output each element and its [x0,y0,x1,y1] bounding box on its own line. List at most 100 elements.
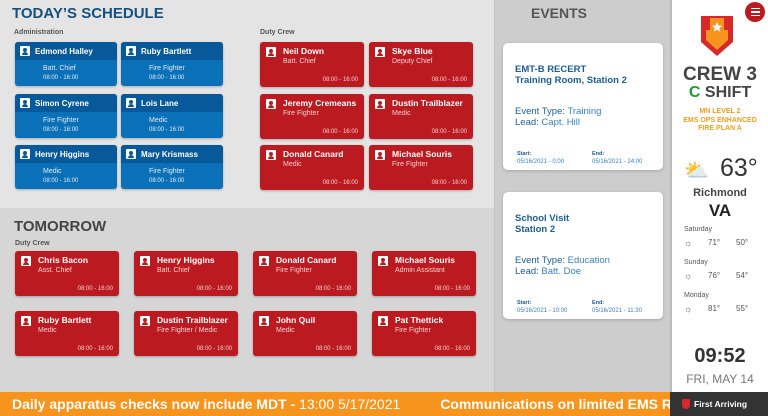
crew-role: Fire Fighter [149,65,185,72]
admin-card[interactable]: Lois Lane Medic 08:00 - 16:00 [121,94,223,138]
crew-shift-time: 08:00 - 16:00 [149,75,185,81]
ticker-message: Communications on limited EMS Re [440,396,670,412]
event-title: School Visit [515,213,570,224]
crew-role: Fire Fighter [149,168,185,175]
forecast-day: Monday ☼ 81° 55° [684,292,764,322]
start-label: Start: [517,151,532,157]
crew-role: Fire Fighter [395,327,431,334]
crew-card[interactable]: Michael Souris Admin Assistant 08:00 - 1… [372,251,476,296]
crew-role: Asst. Chief [38,267,72,274]
crew-card[interactable]: Dustin Trailblazer Fire Fighter / Medic … [134,311,238,356]
crew-card[interactable]: Jeremy Cremeans Fire Fighter 08:00 - 16:… [260,94,364,139]
clock-time: 09:52 [694,345,746,367]
crew-role: Fire Fighter [392,161,428,168]
person-badge-icon [126,149,136,159]
end-label: End: [592,300,605,306]
menu-button[interactable] [745,2,765,22]
person-badge-icon [21,316,31,326]
today-title: TODAY’S SCHEDULE [12,5,164,22]
forecast-low: 55° [736,304,749,313]
event-card[interactable]: School Visit Station 2 Event Type: Educat… [503,192,663,319]
crew-role: Medic [276,327,295,334]
crew-role: Batt. Chief [157,267,190,274]
person-badge-icon [140,316,150,326]
brand-name: First Arriving [694,399,748,409]
crew-shift-time: 08:00 - 16:00 [77,346,113,352]
person-badge-icon [21,256,31,266]
crew-shift-time: 08:00 - 16:00 [43,127,79,133]
note: EMS OPS ENHANCED [683,116,757,124]
administration-label: Administration [14,29,64,36]
event-type-label: Event Type: [515,106,565,117]
note: FIRE PLAN A [698,125,742,132]
crew-name: Simon Cyrene [35,98,89,108]
event-type: Training [567,106,602,117]
crew-card[interactable]: Chris Bacon Asst. Chief 08:00 - 16:00 [15,251,119,296]
event-card[interactable]: EMT-B RECERT Training Room, Station 2 Eve… [503,43,663,170]
crew-name: Neil Down [283,46,325,56]
crew-name: Lois Lane [141,98,179,108]
person-badge-icon [375,99,385,109]
status-notes: MN LEVEL 2 EMS OPS ENHANCED FIRE PLAN A [672,108,768,134]
crew-shift-time: 08:00 - 16:00 [322,77,358,83]
news-ticker: Daily apparatus checks now include MDT -… [0,392,670,416]
crew-shift-time: 08:00 - 16:00 [431,180,467,186]
start-value: 05/16/2021 - 0:00 [517,159,565,165]
crew-role: Medic [283,161,302,168]
crew-name: Dustin Trailblazer [392,98,463,108]
crew-name: Dustin Trailblazer [157,315,228,325]
crew-role: Deputy Chief [392,58,433,65]
crew-role: Medic [392,110,411,117]
duty-crew-label: Duty Crew [260,29,295,36]
crew-shift-time: 08:00 - 16:00 [196,286,232,292]
crew-name: Mary Krismass [141,149,198,159]
person-badge-icon [266,150,276,160]
admin-card[interactable]: Edmond Halley Batt. Chief 08:00 - 16:00 [15,42,117,86]
crew-card[interactable]: Skye Blue Deputy Chief 08:00 - 16:00 [369,42,473,87]
event-location: Training Room, Station 2 [515,75,627,86]
ticker-message: Daily apparatus checks now include MDT - [12,396,296,412]
crew-role: Fire Fighter / Medic [157,327,218,334]
crew-card[interactable]: Henry Higgins Batt. Chief 08:00 - 16:00 [134,251,238,296]
crew-card[interactable]: Donald Canard Fire Fighter 08:00 - 16:00 [253,251,357,296]
crew-name: Michael Souris [395,255,455,265]
crew-card[interactable]: Ruby Bartlett Medic 08:00 - 16:00 [15,311,119,356]
crew-card[interactable]: John Quil Medic 08:00 - 16:00 [253,311,357,356]
person-badge-icon [140,256,150,266]
admin-card[interactable]: Simon Cyrene Fire Fighter 08:00 - 16:00 [15,94,117,138]
shift-text: SHIFT [704,84,752,101]
crew-name: John Quil [276,315,316,325]
person-badge-icon [20,149,30,159]
admin-card[interactable]: Ruby Bartlett Fire Fighter 08:00 - 16:00 [121,42,223,86]
crew-shift-time: 08:00 - 16:00 [434,346,470,352]
crew-card[interactable]: Dustin Trailblazer Medic 08:00 - 16:00 [369,94,473,139]
start-value: 05/16/2021 - 10:00 [517,308,568,314]
crew-card[interactable]: Michael Souris Fire Fighter 08:00 - 16:0… [369,145,473,190]
crew-shift-time: 08:00 - 16:00 [43,75,79,81]
event-lead-label: Lead: [515,117,539,128]
clock-date: FRI, MAY 14 [686,372,754,386]
event-lead: Capt. Hill [541,117,580,128]
rain-sun-icon: ☼ [684,238,693,248]
person-badge-icon [375,47,385,57]
start-label: Start: [517,300,532,306]
person-badge-icon [266,47,276,57]
tomorrow-title: TOMORROW [14,218,107,235]
person-badge-icon [126,98,136,108]
person-badge-icon [378,256,388,266]
crew-card[interactable]: Donald Canard Medic 08:00 - 16:00 [260,145,364,190]
crew-card[interactable]: Pat Thettick Fire Fighter 08:00 - 16:00 [372,311,476,356]
partly-sunny-icon: ☼ [684,271,693,281]
first-arriving-logo-icon [682,399,690,409]
person-badge-icon [259,316,269,326]
crew-role: Batt. Chief [283,58,316,65]
forecast-high: 76° [708,271,721,280]
crew-role: Medic [43,168,62,175]
partly-sunny-icon: ☼ [684,304,693,314]
crew-card[interactable]: Neil Down Batt. Chief 08:00 - 16:00 [260,42,364,87]
crew-name: Henry Higgins [35,149,90,159]
forecast-low: 54° [736,271,749,280]
admin-card[interactable]: Mary Krismass Fire Fighter 08:00 - 16:00 [121,145,223,189]
admin-card[interactable]: Henry Higgins Medic 08:00 - 16:00 [15,145,117,189]
crew-shift-time: 08:00 - 16:00 [43,178,79,184]
